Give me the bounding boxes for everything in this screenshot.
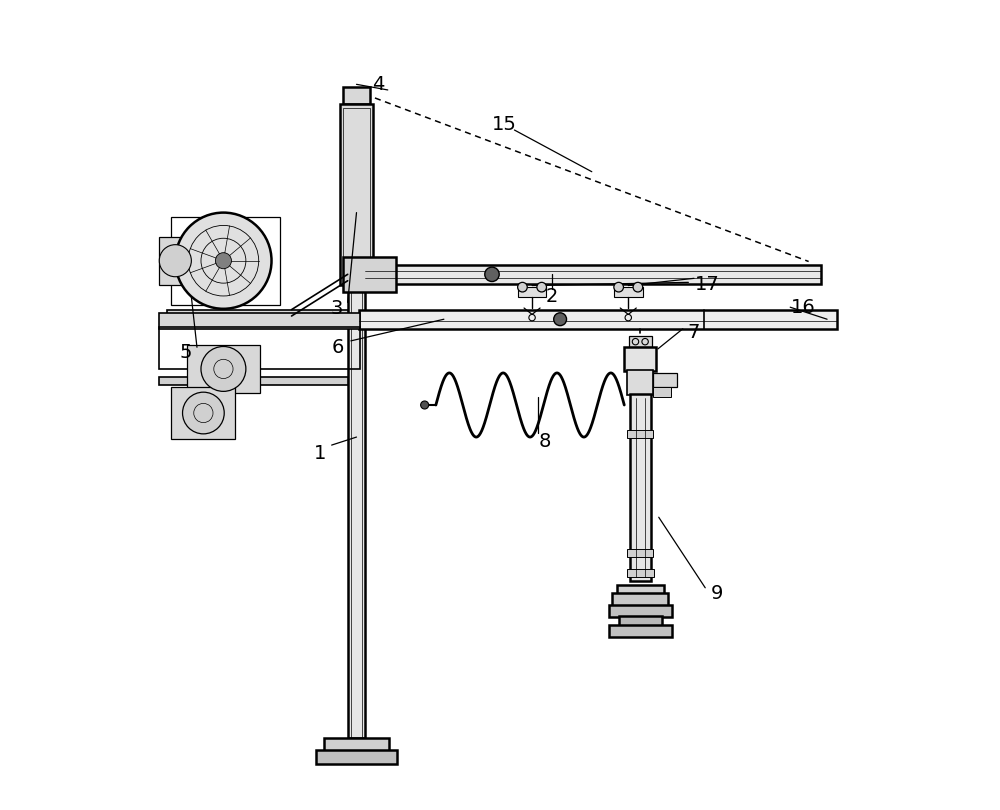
Bar — [343, 108, 370, 282]
Bar — [624, 347, 656, 371]
Text: 1: 1 — [313, 444, 326, 463]
Bar — [171, 387, 235, 439]
Circle shape — [421, 401, 429, 409]
Bar — [159, 377, 348, 385]
Bar — [653, 373, 677, 387]
Text: 5: 5 — [179, 343, 192, 362]
Text: 15: 15 — [492, 115, 516, 134]
Bar — [617, 586, 664, 595]
Bar — [324, 738, 389, 752]
Bar — [159, 237, 191, 285]
Text: 2: 2 — [546, 288, 558, 306]
Bar — [629, 336, 652, 347]
Circle shape — [614, 283, 623, 292]
Text: 8: 8 — [539, 432, 551, 450]
Bar — [609, 604, 672, 617]
Text: 4: 4 — [372, 75, 384, 94]
Circle shape — [215, 253, 231, 269]
Bar — [630, 394, 651, 582]
Bar — [351, 104, 362, 738]
Bar — [518, 288, 546, 296]
Circle shape — [183, 392, 224, 434]
Bar — [159, 327, 360, 369]
Text: 9: 9 — [710, 584, 723, 603]
Bar — [609, 625, 672, 637]
Circle shape — [159, 245, 191, 277]
Text: 7: 7 — [688, 323, 700, 343]
Bar — [612, 594, 668, 606]
Bar — [159, 313, 360, 329]
Bar — [614, 288, 643, 296]
Circle shape — [175, 212, 272, 309]
Bar — [167, 309, 348, 319]
Text: 17: 17 — [694, 275, 719, 294]
Text: 3: 3 — [330, 300, 343, 318]
Bar — [348, 104, 365, 738]
Bar — [627, 549, 653, 557]
Circle shape — [201, 347, 246, 391]
Bar — [359, 309, 837, 329]
Bar — [627, 369, 653, 395]
Bar — [316, 750, 397, 764]
Bar — [187, 345, 260, 393]
Bar — [343, 257, 396, 292]
Bar — [190, 245, 206, 277]
Bar — [653, 386, 671, 397]
Bar — [365, 265, 821, 284]
Bar — [171, 216, 280, 305]
Text: 16: 16 — [791, 298, 815, 317]
Circle shape — [554, 313, 567, 326]
Circle shape — [537, 283, 546, 292]
Bar — [627, 430, 653, 438]
Bar — [340, 104, 373, 285]
Bar — [619, 616, 662, 627]
Text: 6: 6 — [332, 338, 344, 356]
Bar — [627, 569, 654, 578]
Circle shape — [485, 267, 499, 282]
Circle shape — [633, 283, 643, 292]
Bar — [343, 87, 370, 104]
Circle shape — [518, 283, 527, 292]
